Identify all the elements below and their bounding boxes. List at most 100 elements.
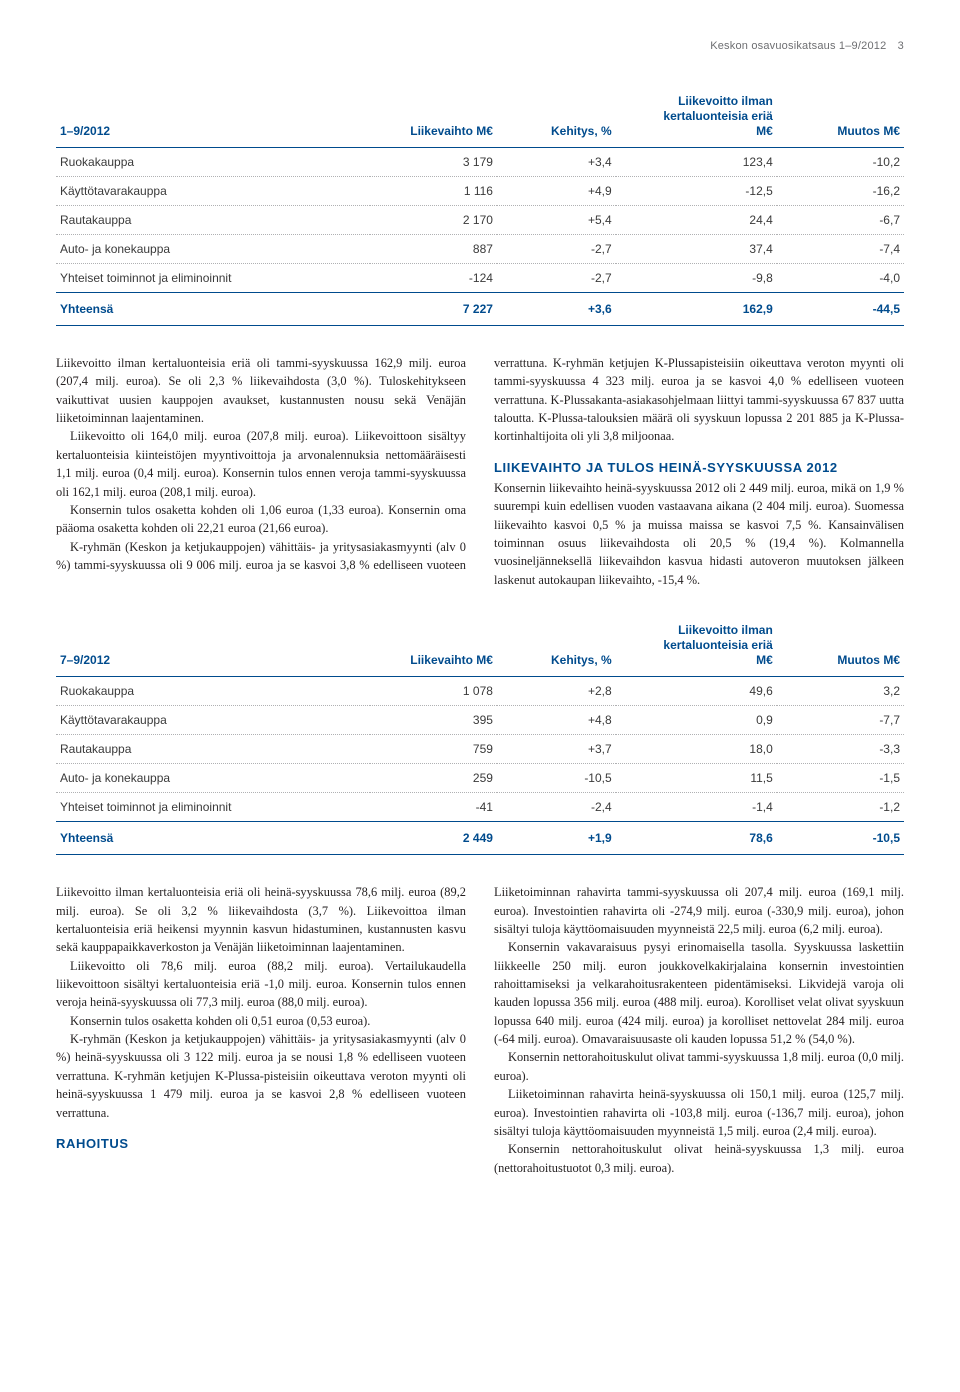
table-cell: +4,9 [497,177,616,206]
table-cell: 162,9 [616,293,777,326]
table-cell: 7 227 [370,293,497,326]
table-cell: +3,4 [497,148,616,177]
table-cell: -6,7 [777,206,904,235]
table-row: Ruokakauppa3 179+3,4123,4-10,2 [56,148,904,177]
table-row: Rautakauppa2 170+5,424,4-6,7 [56,206,904,235]
table-cell: -16,2 [777,177,904,206]
t2-period-label: 7–9/2012 [56,617,370,677]
table-cell: -41 [370,793,497,822]
table-cell: 123,4 [616,148,777,177]
table-7-9-2012: 7–9/2012 Liikevaihto M€ Kehitys, % Liike… [56,617,904,855]
table-cell: +2,8 [497,677,616,706]
table-cell: 2 449 [370,822,497,855]
table-cell: -7,4 [777,235,904,264]
section-heading: LIIKEVAIHTO JA TULOS HEINÄ-SYYSKUUSSA 20… [494,458,904,477]
table-cell: -2,7 [497,235,616,264]
table-cell: -10,2 [777,148,904,177]
table-cell: 49,6 [616,677,777,706]
table-cell: 11,5 [616,764,777,793]
body-paragraph: Liikevoitto oli 78,6 milj. euroa (88,2 m… [56,957,466,1012]
body-paragraph: Liikevoitto oli 164,0 milj. euroa (207,8… [56,427,466,500]
table-cell: 1 116 [370,177,497,206]
t1-col-2: Kehitys, % [497,88,616,148]
t2-col-3: Liikevoitto ilmankertaluonteisia eriäM€ [616,617,777,677]
table-cell: -124 [370,264,497,293]
table-cell: Ruokakauppa [56,677,370,706]
t1-col-3: Liikevoitto ilmankertaluonteisia eriäM€ [616,88,777,148]
table-cell: 18,0 [616,735,777,764]
table-cell: +3,7 [497,735,616,764]
table-cell: -44,5 [777,293,904,326]
table-cell: 1 078 [370,677,497,706]
table-row: Rautakauppa759+3,718,0-3,3 [56,735,904,764]
table-cell: -10,5 [497,764,616,793]
section-heading: RAHOITUS [56,1134,466,1153]
table-1-9-2012: 1–9/2012 Liikevaihto M€ Kehitys, % Liike… [56,88,904,326]
table-total-row: Yhteensä2 449+1,978,6-10,5 [56,822,904,855]
table-total-row: Yhteensä7 227+3,6162,9-44,5 [56,293,904,326]
table-cell: Yhteiset toiminnot ja eliminoinnit [56,793,370,822]
table-cell: -2,4 [497,793,616,822]
table-cell: Rautakauppa [56,735,370,764]
body-paragraph: Konsernin vakavaraisuus pysyi erinomaise… [494,938,904,1048]
table-cell: -7,7 [777,706,904,735]
body-paragraph: Liikevoitto ilman kertaluonteisia eriä o… [56,883,466,956]
table-cell: +3,6 [497,293,616,326]
table-cell: Käyttötavarakauppa [56,177,370,206]
t2-col-1: Liikevaihto M€ [370,617,497,677]
table-cell: Yhteensä [56,293,370,326]
table-row: Yhteiset toiminnot ja eliminoinnit-124-2… [56,264,904,293]
table-cell: +4,8 [497,706,616,735]
body-paragraph: Konsernin tulos osaketta kohden oli 1,06… [56,501,466,538]
table-cell: 3 179 [370,148,497,177]
table-row: Ruokakauppa1 078+2,849,63,2 [56,677,904,706]
t2-col-4: Muutos M€ [777,617,904,677]
table-cell: -4,0 [777,264,904,293]
body-paragraph: Liiketoiminnan rahavirta heinä-syyskuuss… [494,1085,904,1140]
table-cell: Rautakauppa [56,206,370,235]
table-cell: 0,9 [616,706,777,735]
t2-col-2: Kehitys, % [497,617,616,677]
table-row: Auto- ja konekauppa887-2,737,4-7,4 [56,235,904,264]
table-cell: 37,4 [616,235,777,264]
table-cell: 2 170 [370,206,497,235]
table-cell: 259 [370,764,497,793]
table-row: Käyttötavarakauppa395+4,80,9-7,7 [56,706,904,735]
table-cell: 759 [370,735,497,764]
table-cell: +1,9 [497,822,616,855]
body-text-2: Liikevoitto ilman kertaluonteisia eriä o… [56,883,904,1177]
body-paragraph: Konsernin nettorahoituskulut olivat tamm… [494,1048,904,1085]
body-paragraph: K-ryhmän (Keskon ja ketjukauppojen) vähi… [56,1030,466,1122]
table-cell: 887 [370,235,497,264]
table-cell: Auto- ja konekauppa [56,235,370,264]
body-paragraph: Konsernin nettorahoituskulut olivat hein… [494,1140,904,1177]
header-text: Keskon osavuosikatsaus 1–9/2012 [710,40,886,52]
table-cell: -1,2 [777,793,904,822]
table-cell: -1,5 [777,764,904,793]
table-cell: Ruokakauppa [56,148,370,177]
table-cell: 3,2 [777,677,904,706]
t1-col-4: Muutos M€ [777,88,904,148]
table-cell: Auto- ja konekauppa [56,764,370,793]
table-cell: -12,5 [616,177,777,206]
table-cell: 24,4 [616,206,777,235]
body-paragraph: Liikevoitto ilman kertaluonteisia eriä o… [56,354,466,427]
table-row: Käyttötavarakauppa1 116+4,9-12,5-16,2 [56,177,904,206]
table-row: Yhteiset toiminnot ja eliminoinnit-41-2,… [56,793,904,822]
table-cell: -2,7 [497,264,616,293]
table-cell: Käyttötavarakauppa [56,706,370,735]
page-number: 3 [898,40,904,52]
table-cell: 395 [370,706,497,735]
table-cell: 78,6 [616,822,777,855]
body-paragraph: Konsernin liikevaihto heinä-syyskuussa 2… [494,479,904,589]
table-cell: -9,8 [616,264,777,293]
table-row: Auto- ja konekauppa259-10,511,5-1,5 [56,764,904,793]
table-cell: -10,5 [777,822,904,855]
t1-period-label: 1–9/2012 [56,88,370,148]
body-paragraph: Liiketoiminnan rahavirta tammi-syyskuuss… [494,883,904,938]
table-cell: Yhteensä [56,822,370,855]
table-cell: -3,3 [777,735,904,764]
body-paragraph: Konsernin tulos osaketta kohden oli 0,51… [56,1012,466,1030]
table-cell: +5,4 [497,206,616,235]
table-cell: -1,4 [616,793,777,822]
